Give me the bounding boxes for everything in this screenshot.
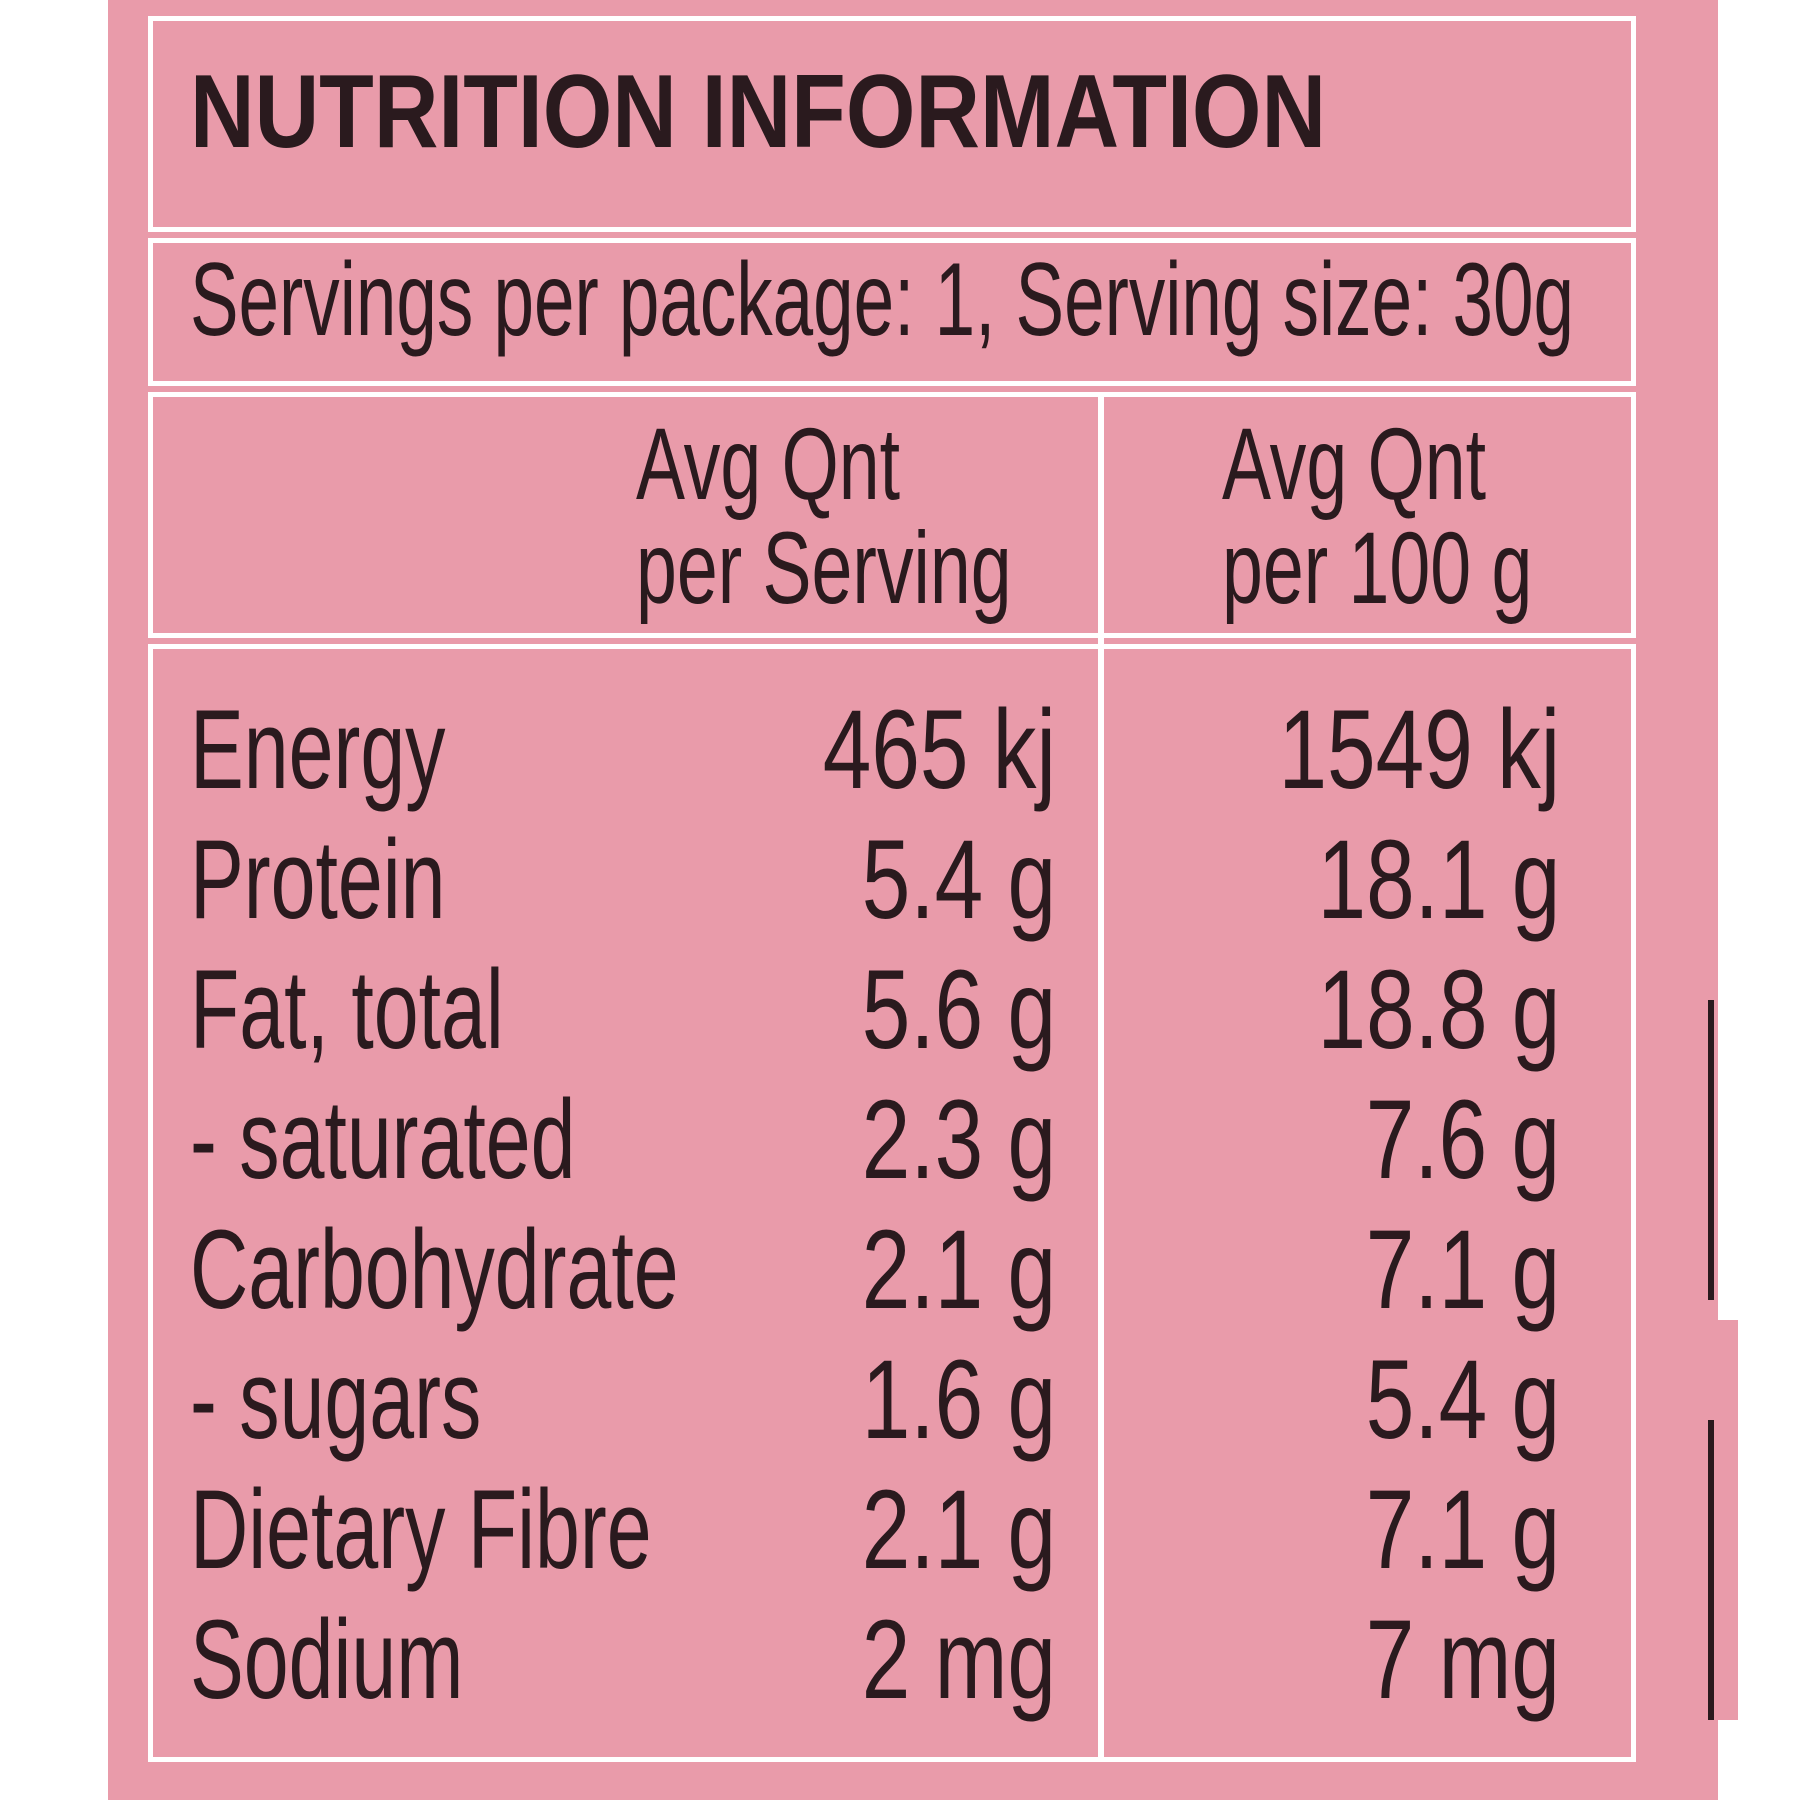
value-per-serving: 2.1 g xyxy=(861,1207,1056,1332)
value-per-serving: 5.6 g xyxy=(861,947,1056,1072)
column-header-line: Avg Qnt xyxy=(636,407,901,521)
value-per-serving: 2.3 g xyxy=(861,1077,1056,1202)
value-per-100g: 7.6 g xyxy=(1365,1077,1560,1202)
value-per-serving: 1.6 g xyxy=(861,1337,1056,1462)
edge-mark-top xyxy=(1708,1000,1714,1300)
edge-strip xyxy=(1718,1320,1738,1720)
panel-title: NUTRITION INFORMATION xyxy=(190,54,1327,170)
column-header-box xyxy=(148,392,1636,638)
column-header-line: per 100 g xyxy=(1222,511,1533,625)
title-box xyxy=(148,16,1636,232)
value-per-100g: 7.1 g xyxy=(1365,1467,1560,1592)
edge-mark-bottom xyxy=(1708,1420,1714,1720)
value-per-100g: 18.1 g xyxy=(1317,817,1560,942)
row-label-carbohydrate: Carbohydrate xyxy=(190,1207,679,1332)
value-per-serving: 5.4 g xyxy=(861,817,1056,942)
column-divider xyxy=(1098,392,1104,1762)
row-label-sugars: - sugars xyxy=(190,1337,482,1462)
value-per-serving: 2.1 g xyxy=(861,1467,1056,1592)
value-per-100g: 7.1 g xyxy=(1365,1207,1560,1332)
value-per-serving: 2 mg xyxy=(861,1597,1056,1722)
row-label-sodium: Sodium xyxy=(190,1597,464,1722)
value-per-serving: 465 kj xyxy=(822,687,1056,812)
nutrient-table-box xyxy=(148,644,1636,1762)
value-per-100g: 1549 kj xyxy=(1278,687,1560,812)
value-per-100g: 7 mg xyxy=(1365,1597,1560,1722)
label-panel xyxy=(108,0,1718,1800)
column-header-line: per Serving xyxy=(636,511,1012,625)
column-header-line: Avg Qnt xyxy=(1222,407,1487,521)
row-label-energy: Energy xyxy=(190,687,446,812)
serving-box xyxy=(148,238,1636,386)
column-header-per-serving: Avg Qnt per Serving xyxy=(636,412,1012,620)
value-per-100g: 18.8 g xyxy=(1317,947,1560,1072)
value-per-100g: 5.4 g xyxy=(1365,1337,1560,1462)
column-header-per-100g: Avg Qnt per 100 g xyxy=(1222,412,1532,620)
row-label-dietary-fibre: Dietary Fibre xyxy=(190,1467,652,1592)
serving-info: Servings per package: 1, Serving size: 3… xyxy=(190,242,1574,358)
row-label-saturated: - saturated xyxy=(190,1077,576,1202)
row-label-protein: Protein xyxy=(190,817,446,942)
row-label-fat-total: Fat, total xyxy=(190,947,504,1072)
